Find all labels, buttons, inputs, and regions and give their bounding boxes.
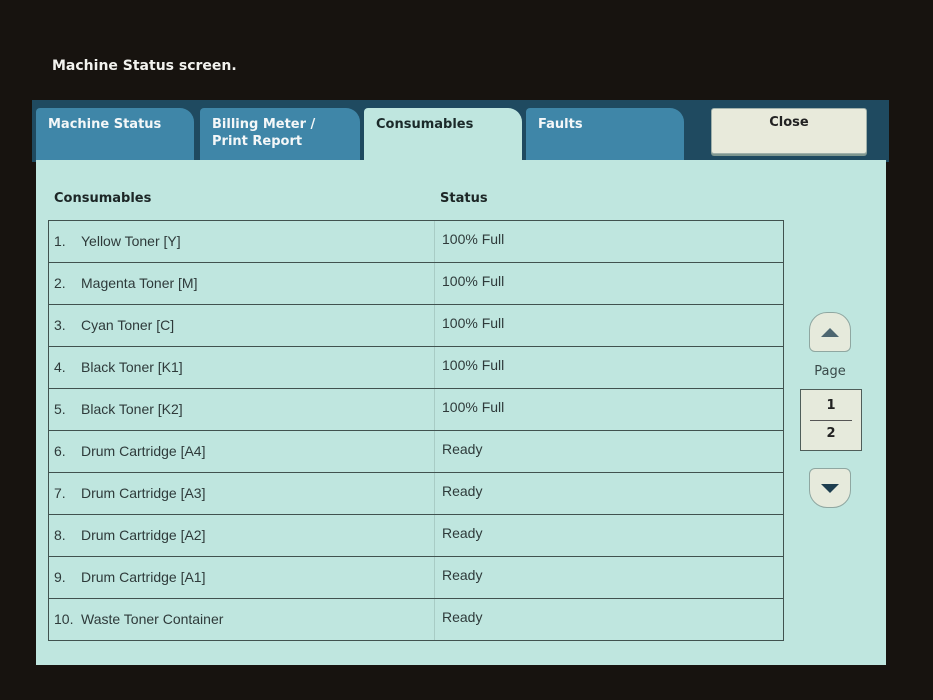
tab-label: Faults [538,117,583,132]
table-row[interactable]: 10. Waste Toner Container Ready [49,599,783,640]
table-row[interactable]: 4. Black Toner [K1] 100% Full [49,347,783,389]
page-up-button[interactable] [809,312,851,352]
tab-label: Machine Status [48,117,162,132]
row-number: 5. [54,401,66,417]
table-row[interactable]: 5. Black Toner [K2] 100% Full [49,389,783,431]
consumable-status: 100% Full [442,231,505,247]
consumable-status: Ready [442,483,483,499]
row-number: 9. [54,569,66,585]
consumable-status: Ready [442,441,483,457]
row-number: 3. [54,317,66,333]
page-indicator: 1 2 [800,389,862,451]
consumables-panel: Consumables Status 1. Yellow Toner [Y] 100… [36,160,886,665]
row-number: 4. [54,359,66,375]
consumable-name: Black Toner [K1] [81,347,435,388]
consumable-name: Yellow Toner [Y] [81,221,435,262]
consumable-status: Ready [442,525,483,541]
column-header-consumables: Consumables [54,191,152,206]
consumables-table: 1. Yellow Toner [Y] 100% Full 2. Magenta Ton… [48,220,784,641]
consumable-status: Ready [442,609,483,625]
consumable-status: 100% Full [442,399,505,415]
consumable-status: 100% Full [442,315,505,331]
consumable-name: Waste Toner Container [81,599,435,640]
table-row[interactable]: 2. Magenta Toner [M] 100% Full [49,263,783,305]
consumable-name: Drum Cartridge [A2] [81,515,435,556]
tab-consumables[interactable]: Consumables [364,108,522,164]
tab-label-line2: Print Report [212,134,303,149]
row-number: 10. [54,611,74,627]
consumable-name: Drum Cartridge [A3] [81,473,435,514]
row-number: 1. [54,233,66,249]
close-button[interactable]: Close [711,108,867,154]
tab-bar: Machine Status Billing Meter / Print Repo… [32,100,889,164]
consumable-name: Magenta Toner [M] [81,263,435,304]
total-pages: 2 [826,426,836,441]
consumable-name: Cyan Toner [C] [81,305,435,346]
row-number: 8. [54,527,66,543]
tab-label: Consumables [376,117,474,132]
row-number: 6. [54,443,66,459]
triangle-down-icon [821,483,839,493]
table-row[interactable]: 6. Drum Cartridge [A4] Ready [49,431,783,473]
tab-faults[interactable]: Faults [526,108,684,162]
table-row[interactable]: 1. Yellow Toner [Y] 100% Full [49,221,783,263]
tab-machine-status[interactable]: Machine Status [36,108,194,162]
triangle-up-icon [821,327,839,337]
page-down-button[interactable] [809,468,851,508]
table-row[interactable]: 7. Drum Cartridge [A3] Ready [49,473,783,515]
column-header-status: Status [440,191,488,206]
consumable-status: 100% Full [442,273,505,289]
current-page: 1 [810,390,852,421]
tab-billing-meter[interactable]: Billing Meter / Print Report [200,108,360,162]
page-label: Page [814,364,846,379]
row-number: 7. [54,485,66,501]
consumable-name: Drum Cartridge [A1] [81,557,435,598]
row-number: 2. [54,275,66,291]
consumable-status: Ready [442,567,483,583]
table-row[interactable]: 9. Drum Cartridge [A1] Ready [49,557,783,599]
screen-title: Machine Status screen. [52,58,237,74]
tab-label: Billing Meter / [212,117,316,132]
table-row[interactable]: 8. Drum Cartridge [A2] Ready [49,515,783,557]
table-row[interactable]: 3. Cyan Toner [C] 100% Full [49,305,783,347]
consumable-name: Black Toner [K2] [81,389,435,430]
consumable-name: Drum Cartridge [A4] [81,431,435,472]
consumable-status: 100% Full [442,357,505,373]
